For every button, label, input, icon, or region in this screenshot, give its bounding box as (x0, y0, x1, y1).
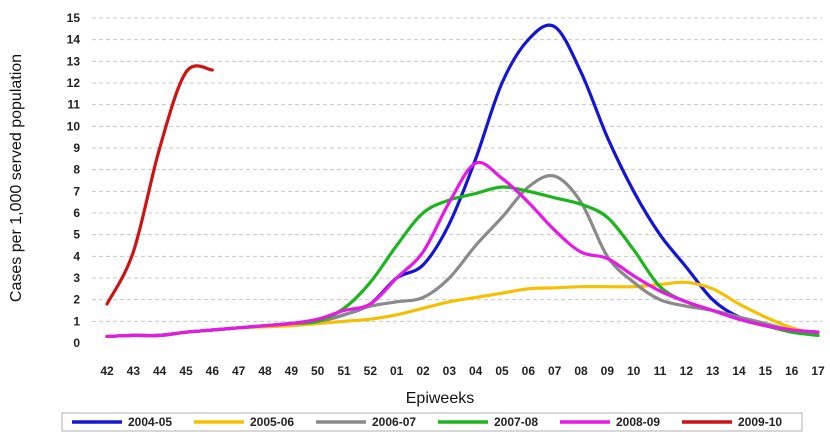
x-tick-label: 43 (127, 364, 141, 378)
legend-label: 2006-07 (372, 415, 416, 429)
x-tick-label: 51 (337, 364, 351, 378)
x-tick-label: 09 (601, 364, 615, 378)
y-tick-label: 3 (73, 271, 80, 285)
y-tick-label: 6 (73, 206, 80, 220)
x-tick-label: 16 (785, 364, 799, 378)
y-tick-label: 13 (67, 54, 81, 68)
x-tick-label: 50 (311, 364, 325, 378)
x-tick-label: 12 (680, 364, 694, 378)
legend-label: 2009-10 (738, 415, 782, 429)
x-tick-label: 01 (390, 364, 404, 378)
series-line-2008-09 (105, 160, 820, 339)
x-tick-label: 42 (100, 364, 114, 378)
x-tick-label: 45 (179, 364, 193, 378)
x-tick-label: 49 (285, 364, 299, 378)
x-axis-label: Epiweeks (406, 390, 474, 407)
legend: 2004-05 2005-06 2006-07 2007-08 2008-09 2009-… (61, 412, 803, 432)
y-tick-label: 2 (73, 293, 80, 307)
y-tick-label: 11 (67, 98, 80, 112)
legend-box (61, 412, 803, 432)
x-tick-label: 44 (153, 364, 167, 378)
y-tick-label: 5 (73, 228, 80, 242)
series-lines (105, 23, 820, 339)
x-tick-label: 46 (206, 364, 220, 378)
series-line-2009-10 (105, 64, 214, 306)
legend-label: 2008-09 (616, 415, 660, 429)
y-tick-label: 9 (73, 141, 80, 155)
y-tick-label: 12 (67, 76, 81, 90)
x-tick-label: 15 (759, 364, 773, 378)
legend-label: 2005-06 (250, 415, 294, 429)
gridlines (92, 17, 822, 322)
x-tick-label: 02 (416, 364, 430, 378)
y-axis-label: Cases per 1,000 served population (8, 54, 25, 302)
x-tick-label: 10 (627, 364, 641, 378)
x-tick-label: 04 (469, 364, 483, 378)
legend-label: 2004-05 (128, 415, 172, 429)
x-tick-label: 17 (811, 364, 825, 378)
y-tick-label: 4 (73, 249, 80, 263)
y-tick-label: 1 (73, 314, 80, 328)
y-tick-label: 7 (73, 184, 80, 198)
x-axis-ticks: 42 43 44 45 46 47 48 49 50 51 52 01 02 03 04 05 06 07 08 09… (100, 364, 825, 378)
x-tick-label: 06 (522, 364, 536, 378)
x-tick-label: 05 (495, 364, 509, 378)
y-tick-label: 15 (67, 11, 81, 25)
x-tick-label: 08 (574, 364, 588, 378)
x-tick-label: 47 (232, 364, 246, 378)
y-tick-label: 8 (73, 163, 80, 177)
x-tick-label: 52 (364, 364, 378, 378)
legend-label: 2007-08 (494, 415, 538, 429)
x-tick-label: 14 (732, 364, 746, 378)
x-tick-label: 48 (258, 364, 272, 378)
x-tick-label: 03 (443, 364, 457, 378)
y-tick-label: 14 (67, 33, 81, 47)
x-tick-label: 07 (548, 364, 562, 378)
x-tick-label: 11 (654, 364, 667, 378)
y-tick-label: 0 (73, 336, 80, 350)
y-tick-label: 10 (67, 119, 81, 133)
x-tick-label: 13 (706, 364, 720, 378)
